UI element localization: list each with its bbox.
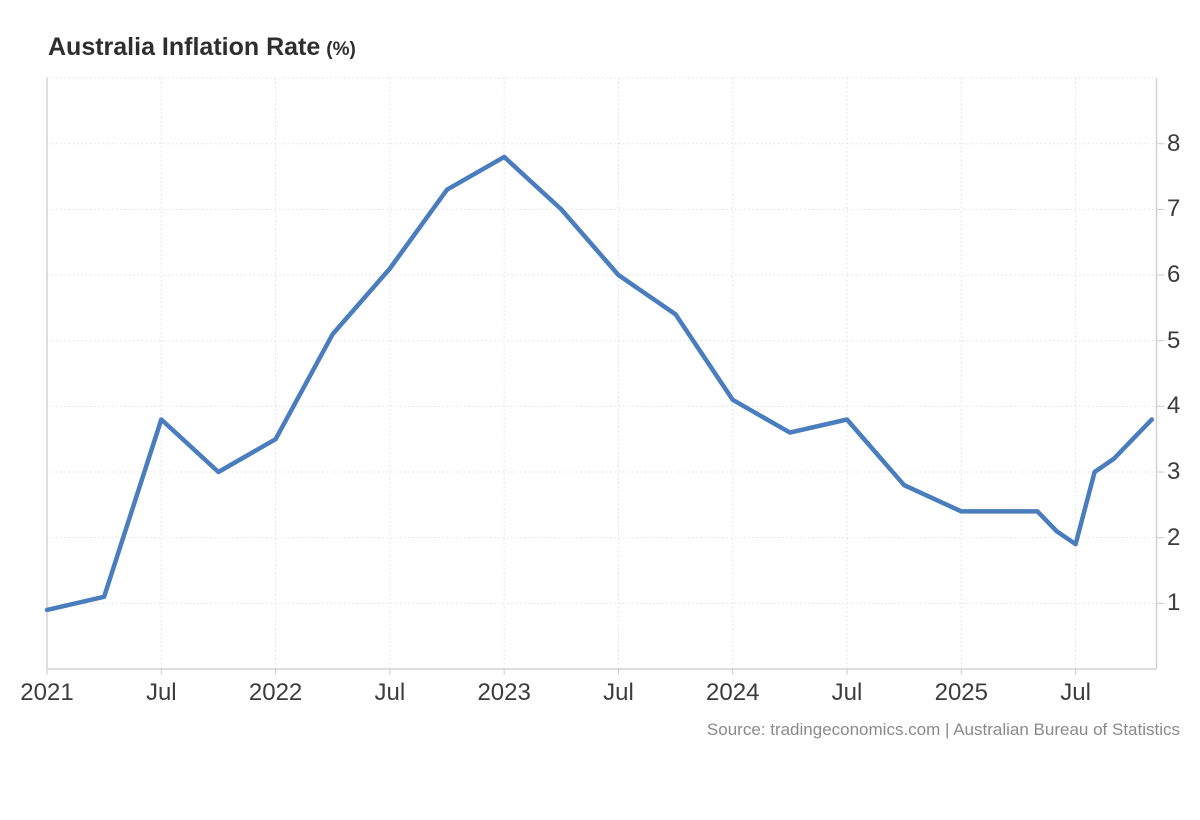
y-tick-label: 8 [1167, 129, 1181, 157]
source-attribution: Source: tradingeconomics.com | Australia… [706, 720, 1180, 739]
x-tick-label: 2023 [477, 679, 531, 706]
x-tick-label: 2021 [20, 679, 74, 706]
x-tick-label: Jul [374, 679, 406, 706]
y-tick-label: 4 [1167, 392, 1181, 420]
inflation-rate-line [44, 154, 1155, 613]
y-tick-label: 3 [1167, 458, 1181, 486]
x-tick-label: Jul [831, 679, 863, 706]
x-tick-label: 2025 [934, 679, 988, 706]
chart-title: Australia Inflation Rate (%) [48, 33, 356, 62]
y-tick-label: 6 [1167, 261, 1181, 289]
x-tick-label: 2024 [706, 679, 760, 706]
x-tick-label: 2022 [248, 679, 303, 706]
chart-title-unit: (%) [326, 39, 356, 60]
x-tick-label: Jul [145, 679, 177, 706]
chart-title-text: Australia Inflation Rate [48, 33, 321, 61]
x-tick-label: Jul [603, 679, 634, 706]
y-tick-label: 5 [1167, 326, 1181, 354]
y-tick-label: 7 [1167, 195, 1181, 223]
x-tick-label: Jul [1060, 679, 1091, 706]
y-tick-label: 2 [1167, 523, 1181, 551]
y-tick-label: 1 [1167, 589, 1181, 617]
